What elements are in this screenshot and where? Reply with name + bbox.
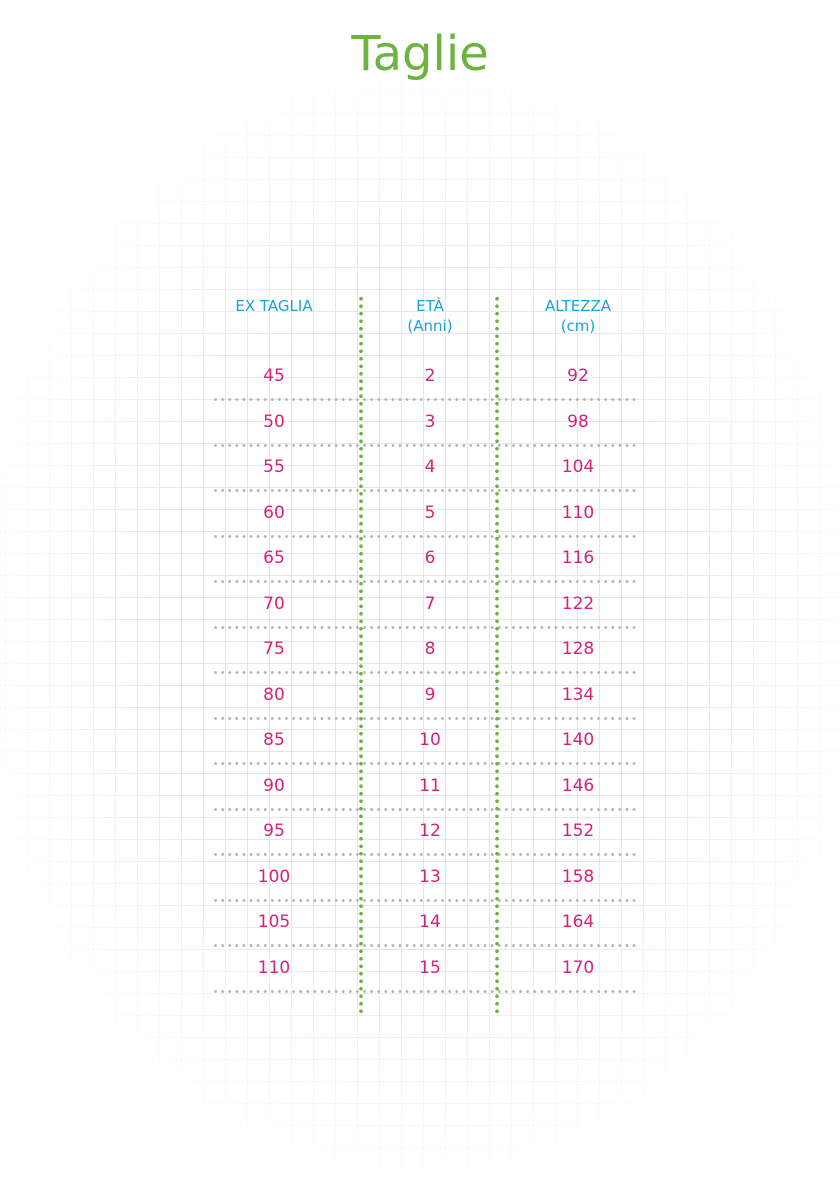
header-text: ETÀ xyxy=(416,297,444,315)
table-cell: 2 xyxy=(424,366,436,386)
row-divider xyxy=(212,580,638,583)
table-cell: 105 xyxy=(257,912,291,932)
row-divider xyxy=(212,898,638,902)
table-cell: 70 xyxy=(263,593,285,614)
table-cell: 98 xyxy=(567,411,589,432)
row-divider xyxy=(212,762,638,765)
table-cell: 170 xyxy=(561,957,595,978)
row-divider xyxy=(212,443,638,447)
table-cell: 95 xyxy=(263,821,285,841)
row-divider xyxy=(212,807,638,811)
table-cell: 104 xyxy=(561,457,595,477)
table-cell: 158 xyxy=(561,866,595,887)
table-cell: 9 xyxy=(424,684,436,705)
table-cell: 140 xyxy=(561,730,595,750)
table-cell: 116 xyxy=(561,548,595,568)
table-cell: 134 xyxy=(561,684,595,705)
row-divider xyxy=(212,716,638,720)
table-cell: 6 xyxy=(424,548,436,568)
page-title: Taglie xyxy=(351,26,489,82)
table-cell: 90 xyxy=(263,775,285,796)
table-cell: 100 xyxy=(257,866,291,887)
table-cell: 45 xyxy=(263,366,285,386)
header-text: (Anni) xyxy=(407,317,453,335)
row-divider xyxy=(212,989,638,993)
table-cell: 11 xyxy=(419,775,441,796)
table-cell: 55 xyxy=(263,457,285,477)
table-cell: 128 xyxy=(561,639,595,659)
header-text: EX TAGLIA xyxy=(235,297,313,315)
table-cell: 75 xyxy=(263,639,285,659)
table-cell: 65 xyxy=(263,548,285,568)
table-cell: 3 xyxy=(424,411,436,432)
column-header: EX TAGLIA xyxy=(204,296,344,316)
row-divider xyxy=(212,853,638,856)
table-cell: 10 xyxy=(419,730,441,750)
table-cell: 80 xyxy=(263,684,285,705)
table-cell: 146 xyxy=(561,775,595,796)
table-cell: 8 xyxy=(424,639,436,659)
table-cell: 50 xyxy=(263,411,285,432)
column-header: ALTEZZA (cm) xyxy=(508,296,648,336)
table-cell: 152 xyxy=(561,821,595,841)
row-divider xyxy=(212,625,638,629)
column-divider xyxy=(359,295,363,1013)
table-cell: 85 xyxy=(263,730,285,750)
table-cell: 14 xyxy=(419,912,441,932)
table-cell: 15 xyxy=(419,957,441,978)
header-text: ALTEZZA xyxy=(544,297,611,315)
table-cell: 110 xyxy=(561,502,595,523)
table-cell: 13 xyxy=(419,866,441,887)
table-cell: 12 xyxy=(419,821,441,841)
table-cell: 92 xyxy=(567,366,589,386)
table-cell: 60 xyxy=(263,502,285,523)
table-cell: 5 xyxy=(424,502,436,523)
row-divider xyxy=(212,944,638,947)
column-divider xyxy=(495,295,499,1013)
table-cell: 122 xyxy=(561,593,595,614)
column-header: ETÀ (Anni) xyxy=(360,296,500,336)
table-cell: 7 xyxy=(424,593,436,614)
row-divider xyxy=(212,398,638,401)
row-divider xyxy=(212,489,638,492)
row-divider xyxy=(212,534,638,538)
table-cell: 164 xyxy=(561,912,595,932)
row-divider xyxy=(212,671,638,674)
table-cell: 4 xyxy=(424,457,436,477)
header-text: (cm) xyxy=(560,317,596,335)
table-cell: 110 xyxy=(257,957,291,978)
